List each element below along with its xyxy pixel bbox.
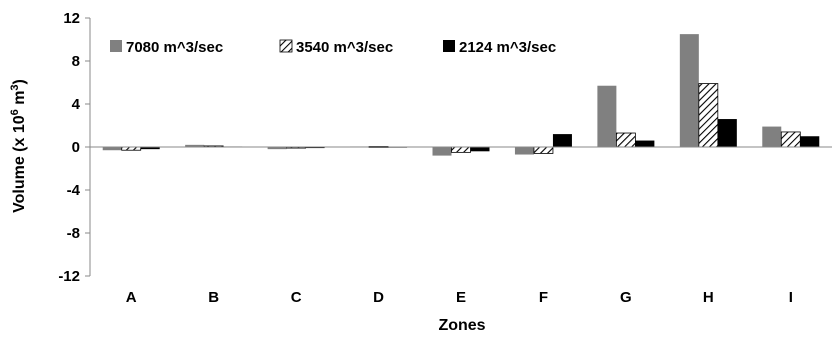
x-tick-label: A	[126, 289, 137, 306]
y-tick-label: 0	[72, 139, 80, 156]
x-axis-ticks: A B C D E F G H I	[126, 289, 793, 306]
x-tick-label: F	[539, 289, 548, 306]
x-tick-label: B	[208, 289, 219, 306]
bar-c-series-1	[267, 147, 287, 150]
x-tick-label: E	[456, 289, 466, 306]
y-tick-label: 4	[72, 96, 81, 113]
bar-f-series-2	[533, 146, 554, 154]
legend-swatch-1	[110, 40, 122, 52]
x-tick-label: H	[703, 289, 714, 306]
bar-a-series-1	[102, 147, 122, 151]
x-tick-label: G	[620, 289, 632, 306]
bar-g-series-2	[615, 132, 636, 148]
y-tick-label: 8	[72, 53, 80, 70]
y-axis-ticks: -12 -8 -4 0 4 8 12	[58, 10, 90, 285]
legend-swatch-3	[443, 40, 455, 52]
bar-i-series-3	[800, 136, 820, 147]
bar-e-series-1	[432, 147, 452, 156]
legend: 7080 m^3/sec 3540 m^3/sec 2124 m^3/sec	[110, 39, 556, 56]
bar-g-series-3	[635, 140, 655, 147]
x-tick-label: I	[789, 289, 793, 306]
bar-b-series-1	[185, 144, 205, 147]
bars	[102, 34, 820, 156]
bar-i-series-1	[762, 126, 782, 147]
legend-swatch-2	[279, 39, 293, 53]
bar-f-series-1	[514, 147, 534, 155]
y-tick-label: -4	[67, 182, 81, 199]
bar-h-series-1	[679, 34, 699, 147]
legend-label-2: 3540 m^3/sec	[296, 39, 393, 56]
y-axis-title: Volume (x 106 m3)	[9, 79, 28, 213]
y-tick-label: -8	[67, 225, 80, 242]
bar-c-series-3	[305, 147, 325, 149]
bar-a-series-3	[140, 147, 160, 150]
bar-e-series-3	[470, 147, 490, 152]
legend-label-3: 2124 m^3/sec	[459, 39, 556, 56]
y-tick-label: 12	[63, 10, 80, 27]
x-tick-label: D	[373, 289, 384, 306]
bar-g-series-1	[597, 85, 617, 147]
y-tick-label: -12	[58, 268, 80, 285]
bar-h-series-3	[717, 119, 737, 147]
bar-e-series-2	[451, 146, 471, 153]
legend-label-1: 7080 m^3/sec	[126, 39, 223, 56]
bar-f-series-3	[552, 134, 572, 147]
axes	[89, 18, 832, 276]
x-tick-label: C	[291, 289, 302, 306]
x-axis-title: Zones	[438, 317, 485, 334]
bar-i-series-2	[780, 131, 801, 148]
bar-h-series-2	[698, 83, 719, 148]
